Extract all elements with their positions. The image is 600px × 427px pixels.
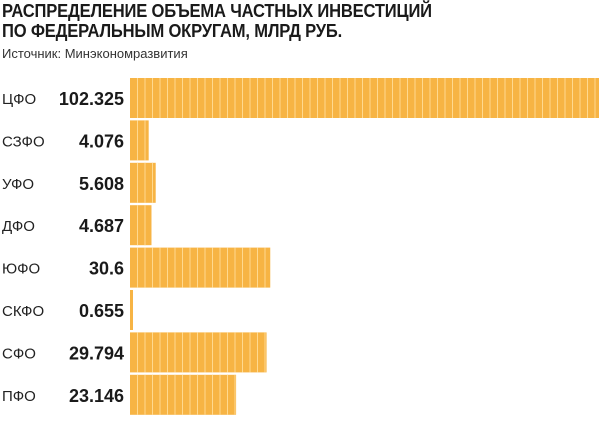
bar <box>130 374 237 415</box>
category-label: ДФО <box>2 218 35 235</box>
bar <box>130 78 599 118</box>
bar <box>130 290 134 330</box>
value-label: 102.325 <box>59 89 124 109</box>
chart-title-line-1: РАСПРЕДЕЛЕНИЕ ОБЪЕМА ЧАСТНЫХ ИНВЕСТИЦИЙ <box>2 1 432 21</box>
bar <box>130 205 152 246</box>
bar <box>130 162 156 203</box>
bar <box>130 120 149 161</box>
bar-segments <box>137 205 146 246</box>
category-label: ЦФО <box>2 91 36 108</box>
bar-row: ЦФО 102.325 <box>2 78 599 118</box>
chart-source: Источник: Минэкономразвития <box>2 46 188 61</box>
category-label: ЮФО <box>2 261 40 278</box>
bar-row: СЗФО 4.076 <box>2 120 149 161</box>
value-label: 4.076 <box>79 131 124 151</box>
category-label: СЗФО <box>2 133 45 150</box>
bar-segments <box>137 78 596 118</box>
category-label: ПФО <box>2 388 36 405</box>
bar-segments <box>137 247 266 288</box>
bar <box>130 332 267 373</box>
bar-row: СФО 29.794 <box>2 332 267 373</box>
chart-title-line-2: ПО ФЕДЕРАЛЬНЫМ ОКРУГАМ, МЛРД РУБ. <box>2 21 343 41</box>
bar <box>130 247 271 288</box>
bar-row: СКФО 0.655 <box>2 290 134 330</box>
bar-segments <box>137 332 266 373</box>
bar-segments <box>137 374 236 415</box>
value-label: 23.146 <box>69 386 124 406</box>
value-label: 5.608 <box>79 174 124 194</box>
category-label: СФО <box>2 345 36 362</box>
bar-segments <box>137 162 153 203</box>
bar-row: ДФО 4.687 <box>2 205 152 246</box>
bar-row: ЮФО 30.6 <box>2 247 271 288</box>
value-label: 0.655 <box>79 301 124 321</box>
category-label: УФО <box>2 176 34 193</box>
bar-row: ПФО 23.146 <box>2 374 237 415</box>
bar-row: УФО 5.608 <box>2 162 156 203</box>
value-label: 4.687 <box>79 216 124 236</box>
value-label: 30.6 <box>89 259 124 279</box>
category-label: СКФО <box>2 303 44 320</box>
value-label: 29.794 <box>69 343 124 363</box>
bar-segments <box>137 120 146 161</box>
chart-title: РАСПРЕДЕЛЕНИЕ ОБЪЕМА ЧАСТНЫХ ИНВЕСТИЦИЙ … <box>2 1 550 41</box>
